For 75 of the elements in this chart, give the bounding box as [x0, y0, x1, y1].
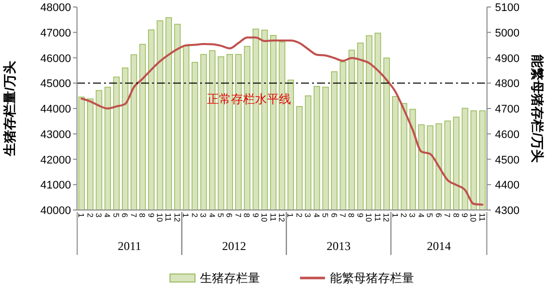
text: 2011: [118, 239, 142, 253]
x-tick-label: 7: [442, 213, 452, 218]
x-tick-label: 7: [128, 213, 138, 218]
y2-tick-label: 4800: [495, 78, 520, 90]
x-tick-label: 5: [320, 213, 330, 218]
x-tick-label: 4: [416, 213, 426, 218]
y2-tick-label: 4900: [495, 52, 520, 65]
y-tick-label: 42000: [40, 154, 71, 166]
ref-line-label: 正常存栏水平线: [207, 92, 292, 106]
y-tick-label: 47000: [40, 27, 71, 40]
x-tick-label: 8: [242, 213, 252, 218]
x-tick-label: 9: [355, 213, 364, 218]
x-tick-label: 11: [477, 213, 486, 222]
x-tick-label: 9: [460, 213, 469, 218]
y-tick-label: 48000: [40, 2, 71, 14]
x-tick-label: 3: [303, 213, 312, 218]
x-tick-label: 4: [312, 213, 321, 218]
y-tick-label: 41000: [40, 180, 71, 192]
y2-tick-label: 4600: [495, 128, 520, 141]
y2-tick-label: 5000: [495, 27, 520, 40]
x-tick-label: 1: [76, 213, 86, 218]
x-tick-label: 1: [390, 213, 400, 218]
x-tick-label: 5: [216, 213, 225, 218]
x-tick-label: 5: [111, 213, 120, 218]
text: 2012: [222, 239, 246, 253]
x-tick-label: 2: [399, 213, 408, 218]
x-tick-label: 2: [294, 213, 304, 218]
line-series: [80, 36, 484, 206]
y2-tick-label: 4700: [495, 104, 520, 116]
x-tick-label: 9: [146, 213, 156, 218]
x-tick-label: 4: [102, 213, 112, 218]
y2-tick-label: 5100: [495, 2, 520, 14]
x-tick-label: 6: [329, 213, 338, 218]
x-tick-label: 3: [198, 213, 208, 218]
y-tick-label: 40000: [40, 205, 71, 217]
y-tick-label: 43000: [40, 128, 71, 141]
text: 2014: [426, 239, 451, 253]
x-tick-label: 12: [172, 213, 182, 222]
x-tick-label: 5: [425, 213, 434, 218]
x-tick-label: 11: [164, 213, 173, 222]
x-tick-label: 11: [268, 213, 278, 222]
x-tick-label: 8: [138, 213, 147, 218]
y-tick-label: 44000: [40, 104, 71, 116]
x-tick-label: 7: [233, 213, 242, 218]
x-tick-label: 10: [468, 213, 478, 222]
x-tick-label: 4: [207, 213, 216, 218]
x-tick-label: 10: [155, 213, 164, 222]
y2-axis-title: 能繁母猪存栏/万头: [530, 54, 545, 162]
x-tick-label: 3: [94, 213, 104, 218]
x-tick-label: 12: [382, 213, 391, 222]
y-axis-title: 生猪存栏量/万头: [2, 61, 17, 157]
x-tick-label: 8: [451, 213, 460, 218]
x-tick-label: 6: [224, 213, 234, 218]
y2-tick-label: 4400: [495, 180, 520, 192]
x-tick-label: 8: [346, 213, 356, 218]
legend-label: 能繁母猪存栏量: [330, 271, 414, 285]
x-tick-label: 9: [250, 213, 260, 218]
x-tick-label: 12: [277, 213, 286, 222]
x-tick-label: 7: [338, 213, 347, 218]
legend-label: 生猪存栏量: [200, 271, 260, 285]
x-tick-label: 11: [372, 213, 382, 222]
x-tick-label: 6: [120, 213, 130, 218]
x-tick-label: 10: [260, 213, 269, 222]
x-tick-label: 1: [286, 213, 295, 218]
y-tick-label: 46000: [40, 52, 71, 65]
y2-tick-label: 4500: [495, 154, 520, 166]
x-tick-label: 3: [408, 213, 417, 218]
x-tick-label: 2: [190, 213, 199, 218]
x-tick-label: 2: [85, 213, 94, 218]
y-tick-label: 45000: [40, 78, 71, 90]
text: 2013: [326, 239, 351, 253]
x-tick-label: 6: [434, 213, 443, 218]
x-tick-label: 10: [364, 213, 374, 222]
y2-tick-label: 4300: [495, 205, 520, 217]
x-tick-label: 1: [181, 213, 190, 218]
